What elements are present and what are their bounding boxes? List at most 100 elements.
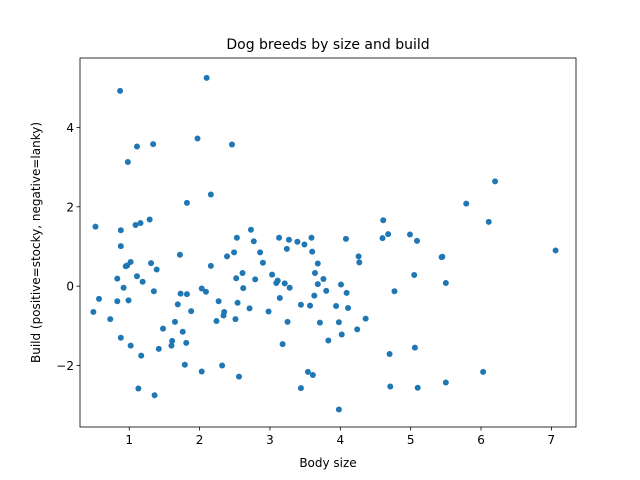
x-axis-label: Body size [299, 456, 356, 470]
data-point [139, 278, 146, 285]
chart-title: Dog breeds by size and build [226, 37, 429, 53]
data-point [342, 235, 349, 242]
data-point [311, 270, 318, 277]
data-point [385, 231, 392, 238]
data-point [155, 345, 162, 352]
data-point [485, 218, 492, 225]
data-point [236, 373, 242, 380]
data-point [117, 334, 124, 341]
data-point [335, 406, 342, 413]
data-point [314, 260, 321, 267]
data-point [323, 287, 330, 294]
data-point [391, 288, 398, 295]
data-point [114, 298, 121, 305]
data-point [146, 216, 153, 223]
data-point [343, 289, 350, 296]
data-point [316, 319, 323, 326]
data-point [265, 308, 272, 315]
data-point [250, 238, 257, 245]
data-point [285, 236, 292, 243]
x-tick-label: 1 [125, 433, 133, 447]
data-point [133, 273, 140, 280]
data-point [207, 191, 214, 198]
data-point [246, 305, 253, 312]
data-point [124, 158, 131, 165]
data-point [240, 285, 247, 292]
data-point [320, 276, 327, 282]
data-point [309, 372, 316, 379]
data-point [219, 362, 226, 369]
data-point [284, 318, 291, 325]
data-point [179, 328, 186, 335]
data-point [354, 326, 361, 333]
data-point [294, 238, 301, 245]
data-point [221, 308, 228, 315]
data-point [307, 302, 314, 309]
data-point [135, 385, 142, 392]
data-point [314, 281, 321, 288]
data-point [338, 281, 345, 288]
data-point [114, 275, 121, 282]
data-point [150, 141, 157, 148]
data-point [171, 318, 178, 325]
data-point [153, 266, 160, 273]
data-point [297, 385, 304, 392]
data-point [283, 245, 290, 252]
data-point [207, 262, 214, 269]
x-tick-label: 7 [548, 433, 556, 447]
data-point [463, 200, 470, 207]
data-point [174, 301, 181, 308]
data-point [234, 299, 241, 306]
data-point [137, 220, 144, 227]
data-point [107, 316, 114, 323]
y-axis: −2 0 2 4 [56, 121, 80, 373]
data-point [231, 249, 238, 256]
data-point [308, 234, 315, 241]
x-axis: 1 2 3 4 5 6 7 [125, 427, 555, 447]
data-point [90, 308, 97, 315]
data-point [120, 284, 127, 291]
data-point [281, 280, 288, 287]
data-point [183, 291, 190, 298]
data-point [176, 251, 183, 258]
data-point [177, 290, 184, 297]
data-point [203, 74, 210, 81]
data-point [387, 383, 394, 390]
data-point [148, 260, 155, 267]
data-point [168, 342, 175, 349]
data-point [183, 339, 190, 346]
data-point [276, 295, 283, 302]
data-point [338, 331, 345, 338]
data-point [411, 272, 418, 279]
data-point [304, 368, 311, 375]
data-point [194, 135, 201, 142]
data-point [355, 253, 362, 260]
data-point [150, 288, 157, 295]
data-point [335, 319, 342, 326]
data-point [309, 248, 316, 255]
data-point [345, 304, 352, 311]
x-tick-label: 2 [196, 433, 204, 447]
data-point [232, 316, 239, 323]
data-point [117, 227, 124, 234]
data-point [202, 288, 209, 295]
data-point [259, 259, 266, 266]
data-point [442, 379, 449, 386]
data-point [362, 315, 369, 322]
data-point [276, 234, 283, 241]
data-point [133, 143, 140, 150]
data-point [552, 247, 559, 254]
data-point [414, 237, 420, 244]
data-point [380, 217, 387, 224]
data-point [132, 222, 139, 229]
data-point [188, 308, 195, 315]
data-point [198, 368, 205, 375]
data-point [96, 295, 102, 302]
y-axis-label: Build (positive=stocky, negative=lanky) [29, 122, 43, 363]
y-tick-label: 4 [66, 121, 74, 135]
data-point [228, 141, 235, 148]
data-point [151, 392, 158, 399]
data-point [257, 249, 264, 256]
